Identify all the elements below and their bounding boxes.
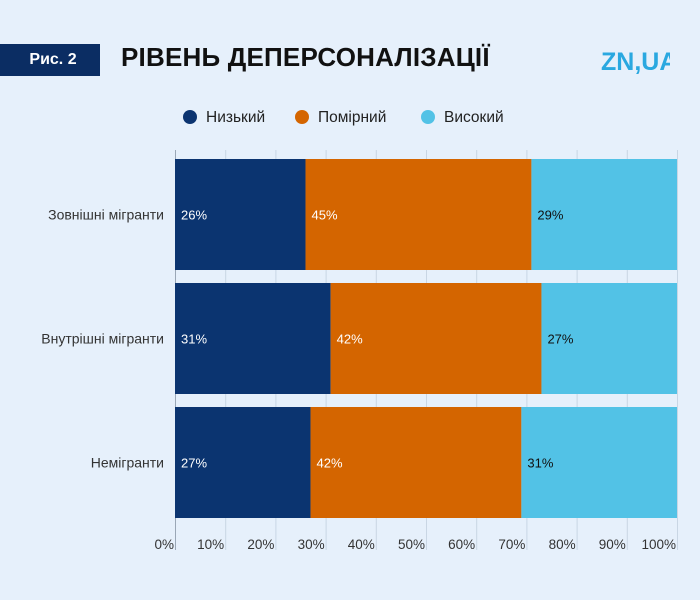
x-tick-label: 30%	[298, 537, 325, 552]
x-tick-label: 50%	[398, 537, 425, 552]
x-tick-label: 100%	[641, 537, 676, 552]
bar-segment	[310, 407, 522, 518]
figure-number-badge: Рис. 2	[0, 44, 100, 76]
bar-value-label: 42%	[317, 456, 343, 471]
legend-label: Високий	[444, 109, 504, 126]
bar-value-label: 31%	[181, 332, 207, 347]
x-tick-label: 70%	[498, 537, 525, 552]
bar-segment	[175, 283, 331, 394]
x-tick-label: 40%	[348, 537, 375, 552]
bar-value-label: 26%	[181, 208, 207, 223]
category-label: Немігранти	[91, 455, 164, 471]
legend-swatch	[421, 110, 435, 124]
x-tick-label: 10%	[197, 537, 224, 552]
bar-value-label: 42%	[337, 332, 363, 347]
legend-label: Низький	[206, 109, 265, 126]
legend-swatch	[183, 110, 197, 124]
x-tick-label: 90%	[599, 537, 626, 552]
chart-title: РІВЕНЬ ДЕПЕРСОНАЛІЗАЦІЇ	[121, 42, 490, 72]
bar-value-label: 29%	[537, 208, 563, 223]
bar-segment	[175, 159, 306, 270]
bar-segment	[175, 407, 311, 518]
x-tick-label: 60%	[448, 537, 475, 552]
bar-value-label: 27%	[181, 456, 207, 471]
bar-segment	[305, 159, 532, 270]
bar-segment	[531, 159, 677, 270]
zn-ua-logo-icon: ZN,UA	[601, 48, 670, 76]
bar-value-label: 45%	[312, 208, 338, 223]
figure-number-label: Рис. 2	[29, 51, 77, 68]
category-label: Зовнішні мігранти	[48, 207, 164, 223]
bar-segment	[330, 283, 542, 394]
bar-segment	[541, 283, 677, 394]
logo-text: ZN,UA	[601, 48, 670, 76]
x-tick-label: 0%	[154, 537, 174, 552]
x-tick-label: 20%	[247, 537, 274, 552]
category-label: Внутрішні мігранти	[41, 331, 164, 347]
legend-swatch	[295, 110, 309, 124]
bar-value-label: 27%	[547, 332, 573, 347]
x-tick-label: 80%	[549, 537, 576, 552]
bar-value-label: 31%	[527, 456, 553, 471]
legend-label: Помірний	[318, 109, 386, 126]
bar-segment	[521, 407, 677, 518]
